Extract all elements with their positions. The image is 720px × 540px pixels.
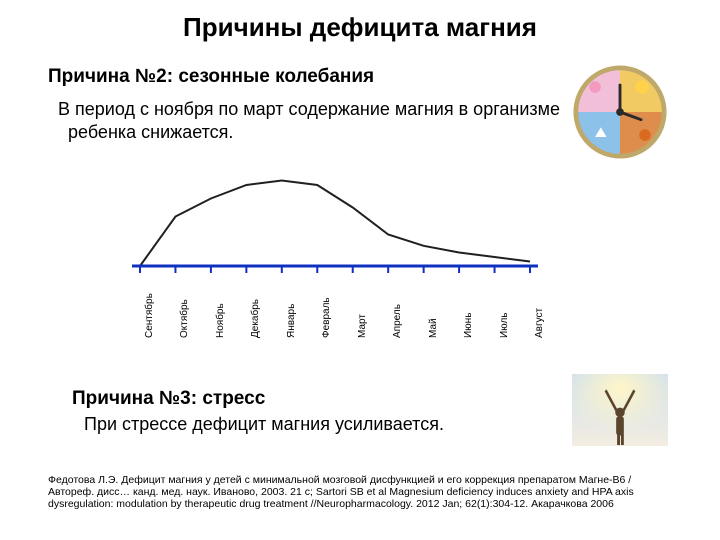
chart-x-label: Декабрь — [250, 299, 261, 338]
reason2-body: В период с ноября по март содержание маг… — [58, 98, 568, 143]
chart-x-label: Февраль — [321, 297, 332, 338]
chart-x-label: Май — [428, 318, 439, 338]
chart-x-label: Апрель — [392, 304, 403, 338]
seasons-clock-icon — [572, 64, 668, 160]
chart-x-label: Март — [357, 314, 368, 338]
mg-line-chart — [120, 166, 540, 286]
chart-x-label: Август — [534, 308, 545, 338]
reason2-heading: Причина №2: сезонные колебания — [48, 66, 374, 88]
page-title: Причины дефицита магния — [0, 12, 720, 43]
chart-x-label: Июнь — [463, 313, 474, 338]
reason3-body: При стрессе дефицит магния усиливается. — [84, 414, 554, 435]
chart-x-label: Сентябрь — [144, 293, 155, 338]
reason3-heading: Причина №3: стресс — [72, 388, 265, 410]
citation-text: Федотова Л.Э. Дефицит магния у детей с м… — [48, 474, 672, 510]
chart-x-label: Октябрь — [179, 299, 190, 338]
chart-x-label: Январь — [286, 304, 297, 338]
chart-x-label: Ноябрь — [215, 303, 226, 338]
chart-x-label: Июль — [499, 312, 510, 338]
chart-area: Сентябрь Октябрь Ноябрь Декабрь Январь Феврал… — [120, 166, 540, 356]
stress-person-icon — [572, 374, 668, 446]
